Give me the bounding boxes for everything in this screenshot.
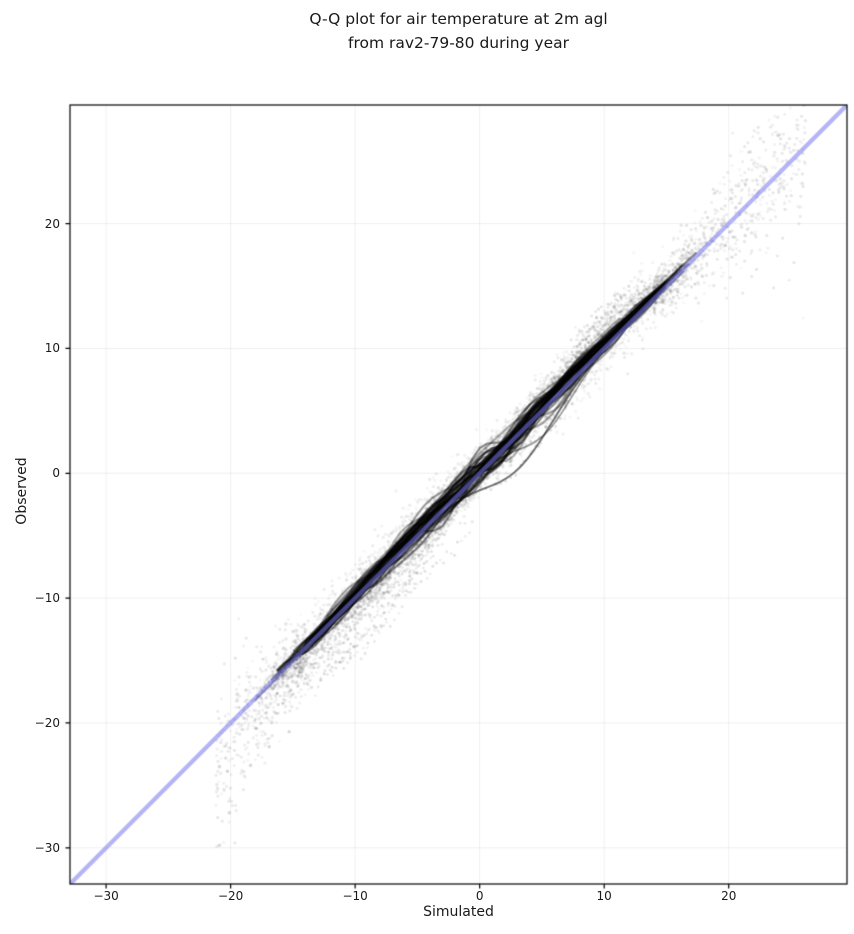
x-tick-label: −30 <box>93 889 119 903</box>
chart-title-line1: Q-Q plot for air temperature at 2m agl <box>309 10 608 28</box>
chart-title-line2: from rav2-79-80 during year <box>348 34 569 52</box>
y-tick-label: −20 <box>34 715 60 730</box>
y-axis-label: Observed <box>14 457 30 525</box>
x-axis-label: Simulated <box>423 904 494 920</box>
y-tick-label: −30 <box>34 840 60 855</box>
y-tick-label: 20 <box>44 216 60 231</box>
x-tick-label: 20 <box>721 889 737 903</box>
x-tick-label: 0 <box>475 889 484 903</box>
chart-title: Q-Q plot for air temperature at 2m agl f… <box>70 7 847 55</box>
y-tick-label: −10 <box>34 591 60 606</box>
x-tick-label: −20 <box>217 889 244 903</box>
y-tick-label: 10 <box>44 341 60 356</box>
x-tick-label: −10 <box>342 889 368 903</box>
x-tick-label: 10 <box>596 889 612 903</box>
y-tick-label: 0 <box>52 466 60 481</box>
